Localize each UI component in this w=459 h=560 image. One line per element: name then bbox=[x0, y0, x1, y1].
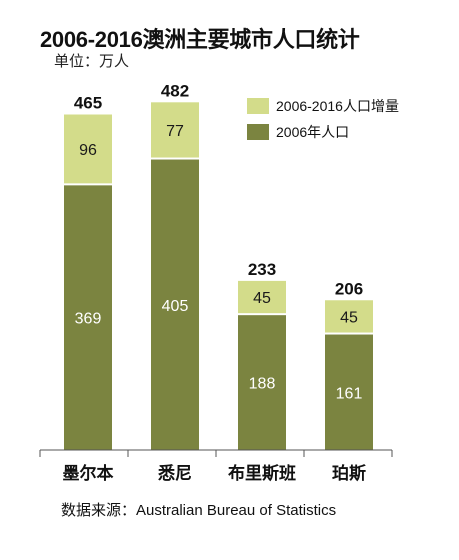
bar-increase-0 bbox=[64, 114, 112, 184]
legend-swatch-0 bbox=[247, 98, 269, 114]
legend-swatch-1 bbox=[247, 124, 269, 140]
data-label-2006-0: 369 bbox=[75, 311, 102, 328]
chart-title: 2006-2016澳洲主要城市人口统计 bbox=[40, 27, 360, 52]
category-label-3: 珀斯 bbox=[332, 463, 366, 483]
bar-increase-1 bbox=[151, 102, 199, 158]
total-label-0: 465 bbox=[74, 94, 102, 113]
chart-subtitle: 单位：万人 bbox=[54, 53, 130, 70]
category-label-1: 悉尼 bbox=[157, 464, 192, 483]
data-label-2006-3: 161 bbox=[336, 385, 363, 402]
data-label-increase-2: 45 bbox=[253, 290, 271, 307]
bar-2006-0 bbox=[64, 185, 112, 450]
category-label-2: 布里斯班 bbox=[228, 463, 296, 483]
legend: 2006-2016人口增量 2006年人口 bbox=[247, 98, 399, 140]
bars-group: 369 96 465 405 77 482 188 45 233 161 45 206 bbox=[64, 81, 373, 450]
bar-2006-3 bbox=[325, 334, 373, 450]
total-label-1: 482 bbox=[161, 81, 189, 100]
bar-increase-2 bbox=[238, 280, 286, 314]
x-axis: 墨尔本 悉尼 布里斯班 珀斯 bbox=[39, 449, 393, 483]
bar-2006-1 bbox=[151, 159, 199, 450]
data-label-increase-0: 96 bbox=[79, 142, 97, 159]
total-label-3: 206 bbox=[335, 279, 363, 298]
legend-label-0: 2006-2016人口增量 bbox=[276, 98, 399, 114]
data-label-2006-1: 405 bbox=[162, 298, 189, 315]
data-label-increase-3: 45 bbox=[340, 309, 358, 326]
legend-label-1: 2006年人口 bbox=[276, 124, 349, 140]
source-note: 数据来源：Australian Bureau of Statistics bbox=[61, 502, 337, 519]
bar-2006-2 bbox=[238, 315, 286, 450]
bar-increase-3 bbox=[325, 300, 373, 333]
total-label-2: 233 bbox=[248, 260, 276, 279]
data-label-2006-2: 188 bbox=[249, 376, 276, 393]
category-label-0: 墨尔本 bbox=[63, 463, 114, 483]
data-label-increase-1: 77 bbox=[166, 123, 184, 140]
